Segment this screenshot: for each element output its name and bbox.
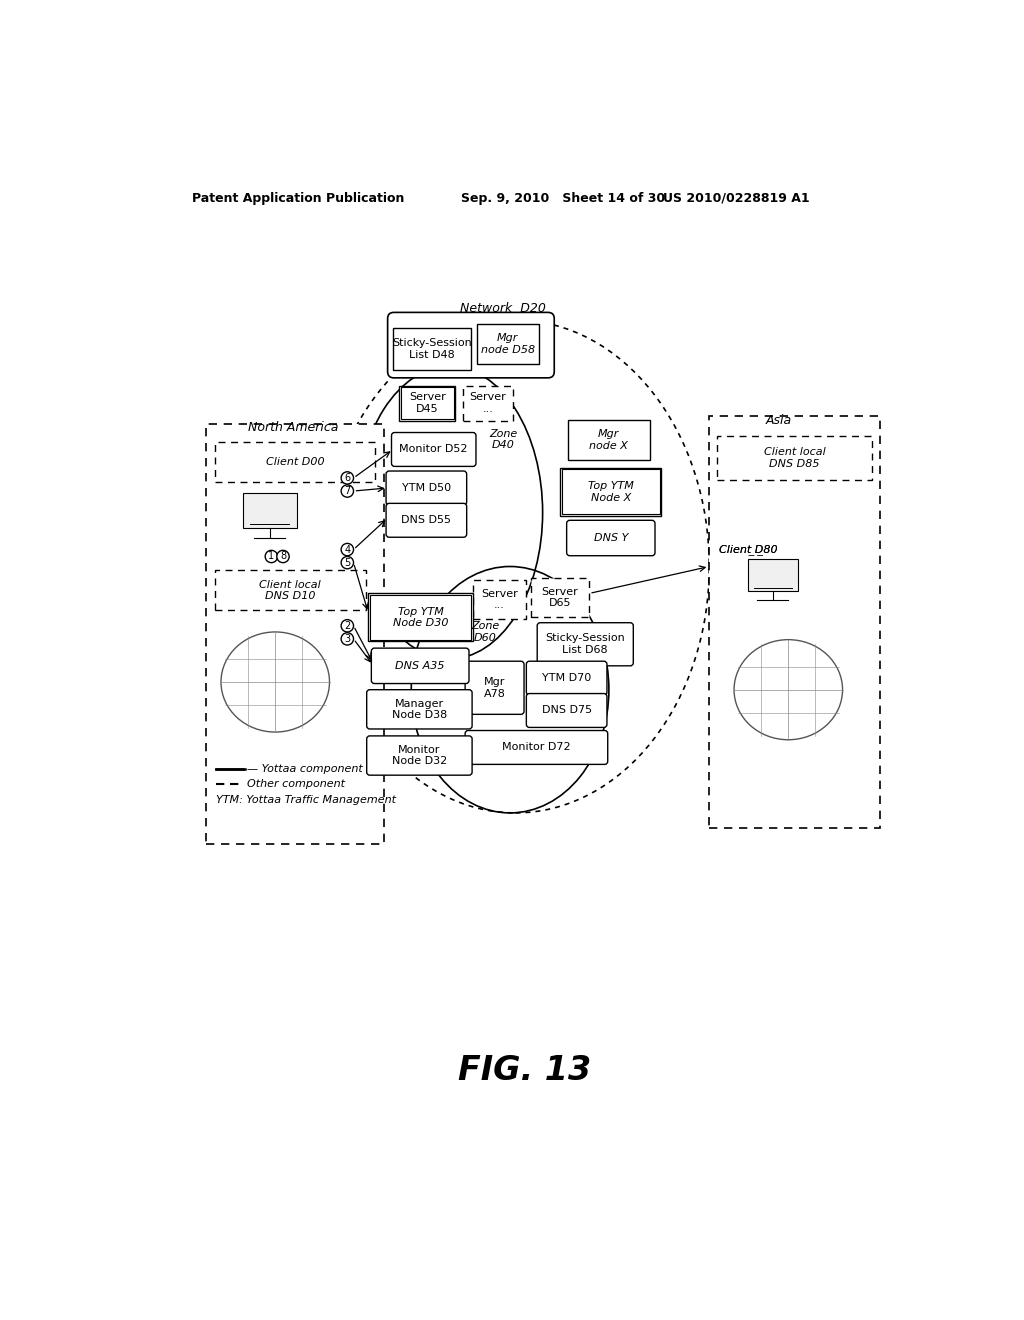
FancyBboxPatch shape (526, 693, 607, 727)
FancyBboxPatch shape (386, 503, 467, 537)
FancyBboxPatch shape (367, 737, 472, 775)
Text: Monitor D72: Monitor D72 (502, 742, 570, 752)
Text: Manager
Node D38: Manager Node D38 (392, 698, 447, 721)
Text: Server
D45: Server D45 (409, 392, 445, 414)
Text: Monitor
Node D32: Monitor Node D32 (392, 744, 447, 767)
Text: 2: 2 (344, 620, 350, 631)
FancyBboxPatch shape (526, 661, 607, 696)
FancyBboxPatch shape (566, 520, 655, 556)
FancyBboxPatch shape (560, 469, 662, 516)
FancyBboxPatch shape (388, 313, 554, 378)
Text: DNS D55: DNS D55 (401, 515, 452, 525)
FancyBboxPatch shape (710, 416, 880, 829)
Text: Top YTM
Node X: Top YTM Node X (588, 480, 634, 503)
FancyBboxPatch shape (473, 581, 525, 619)
FancyBboxPatch shape (206, 424, 384, 843)
Circle shape (341, 619, 353, 632)
Text: DNS Y: DNS Y (594, 533, 628, 543)
Text: 6: 6 (344, 473, 350, 483)
Text: Asia: Asia (766, 413, 792, 426)
FancyBboxPatch shape (748, 558, 799, 591)
Text: US 2010/0228819 A1: US 2010/0228819 A1 (663, 191, 809, 205)
FancyBboxPatch shape (717, 436, 872, 480)
Circle shape (341, 544, 353, 556)
FancyBboxPatch shape (391, 433, 476, 466)
Circle shape (276, 550, 289, 562)
Text: — Yottaa component: — Yottaa component (247, 764, 362, 774)
Text: North America: North America (248, 421, 339, 434)
FancyBboxPatch shape (243, 494, 297, 528)
FancyBboxPatch shape (370, 595, 471, 640)
Circle shape (341, 471, 353, 484)
Circle shape (341, 632, 353, 645)
FancyBboxPatch shape (393, 327, 471, 370)
Text: Monitor D52: Monitor D52 (399, 445, 468, 454)
Text: Zone
D60: Zone D60 (471, 622, 500, 643)
Text: Client local
DNS D85: Client local DNS D85 (764, 447, 825, 469)
Text: 3: 3 (344, 634, 350, 644)
Text: FIG. 13: FIG. 13 (458, 1055, 592, 1088)
Text: Sticky-Session
List D48: Sticky-Session List D48 (392, 338, 472, 360)
Text: YTM: Yottaa Traffic Management: YTM: Yottaa Traffic Management (216, 795, 395, 805)
Text: Server
...: Server ... (481, 589, 517, 610)
FancyBboxPatch shape (369, 594, 473, 642)
Text: Mgr
node X: Mgr node X (590, 429, 629, 451)
Text: 7: 7 (344, 486, 350, 496)
Text: Mgr
node D58: Mgr node D58 (480, 333, 535, 355)
Circle shape (265, 550, 278, 562)
Text: Top YTM
Node D30: Top YTM Node D30 (393, 606, 449, 628)
FancyBboxPatch shape (215, 442, 375, 482)
FancyBboxPatch shape (372, 648, 469, 684)
Text: Client D00: Client D00 (265, 457, 325, 467)
FancyBboxPatch shape (367, 689, 472, 729)
FancyBboxPatch shape (400, 387, 454, 420)
FancyBboxPatch shape (568, 420, 649, 461)
Text: Server
...: Server ... (470, 392, 506, 414)
FancyBboxPatch shape (531, 578, 589, 616)
FancyBboxPatch shape (562, 470, 659, 515)
FancyBboxPatch shape (386, 471, 467, 506)
Text: Sticky-Session
List D68: Sticky-Session List D68 (546, 634, 625, 655)
FancyBboxPatch shape (477, 323, 539, 364)
Text: Other component: Other component (247, 779, 344, 789)
FancyBboxPatch shape (215, 570, 366, 610)
FancyBboxPatch shape (465, 661, 524, 714)
Text: 8: 8 (280, 552, 286, 561)
Text: YTM D50: YTM D50 (401, 483, 451, 492)
Text: Mgr
A78: Mgr A78 (483, 677, 506, 698)
Text: 4: 4 (344, 545, 350, 554)
Text: 5: 5 (344, 557, 350, 568)
Text: Zone
D40: Zone D40 (489, 429, 517, 450)
FancyBboxPatch shape (465, 730, 607, 764)
FancyBboxPatch shape (463, 385, 513, 421)
Text: 1: 1 (268, 552, 274, 561)
Text: Network  D20: Network D20 (460, 302, 546, 315)
Text: Sep. 9, 2010   Sheet 14 of 30: Sep. 9, 2010 Sheet 14 of 30 (461, 191, 666, 205)
Text: Client ̲D̲80: Client ̲D̲80 (719, 544, 778, 554)
FancyBboxPatch shape (399, 385, 455, 421)
Text: DNS A35: DNS A35 (395, 661, 444, 671)
Circle shape (341, 557, 353, 569)
Text: Patent Application Publication: Patent Application Publication (191, 191, 403, 205)
FancyBboxPatch shape (538, 623, 633, 665)
Text: Server
D65: Server D65 (542, 586, 579, 609)
Text: DNS D75: DNS D75 (542, 705, 592, 715)
Text: YTM D70: YTM D70 (542, 673, 591, 684)
Circle shape (341, 484, 353, 498)
Text: Client local
DNS D10: Client local DNS D10 (259, 579, 322, 601)
Text: Client D80: Client D80 (719, 545, 778, 554)
